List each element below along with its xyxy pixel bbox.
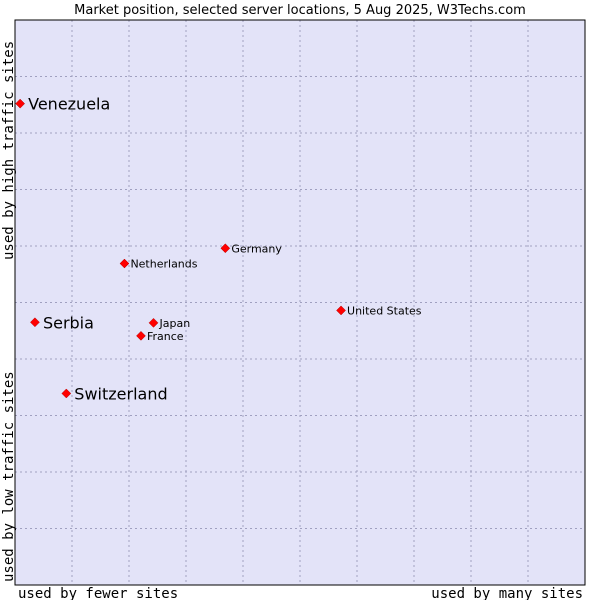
point-marker-united-states [336, 305, 346, 316]
plot-border [14, 19, 586, 586]
point-marker-netherlands [119, 258, 130, 269]
point-marker-switzerland [61, 388, 72, 399]
point-label-switzerland: Switzerland [74, 384, 167, 403]
point-label-france: France [147, 330, 184, 343]
data-points: Venezuela Serbia Switzerland Netherlands Ger… [15, 95, 422, 403]
x-axis-label-left: used by fewer sites [18, 586, 178, 600]
y-axis-label-top: used by high traffic sites [1, 41, 17, 260]
point-marker-france [136, 330, 146, 341]
x-axis-label-right: used by many sites [431, 586, 583, 600]
chart-title: Market position, selected server locatio… [74, 3, 526, 18]
point-label-netherlands: Netherlands [130, 258, 197, 271]
point-label-japan: Japan [159, 317, 191, 330]
y-axis-label-bottom: used by low traffic sites [1, 371, 17, 582]
point-label-serbia: Serbia [43, 313, 94, 332]
point-label-united-states: United States [347, 304, 422, 317]
point-marker-venezuela [15, 98, 25, 109]
point-marker-serbia [30, 317, 40, 328]
point-label-venezuela: Venezuela [28, 95, 110, 114]
point-label-germany: Germany [231, 242, 282, 255]
point-marker-germany [220, 243, 231, 254]
point-marker-japan [148, 317, 159, 328]
grid-lines [15, 20, 585, 585]
